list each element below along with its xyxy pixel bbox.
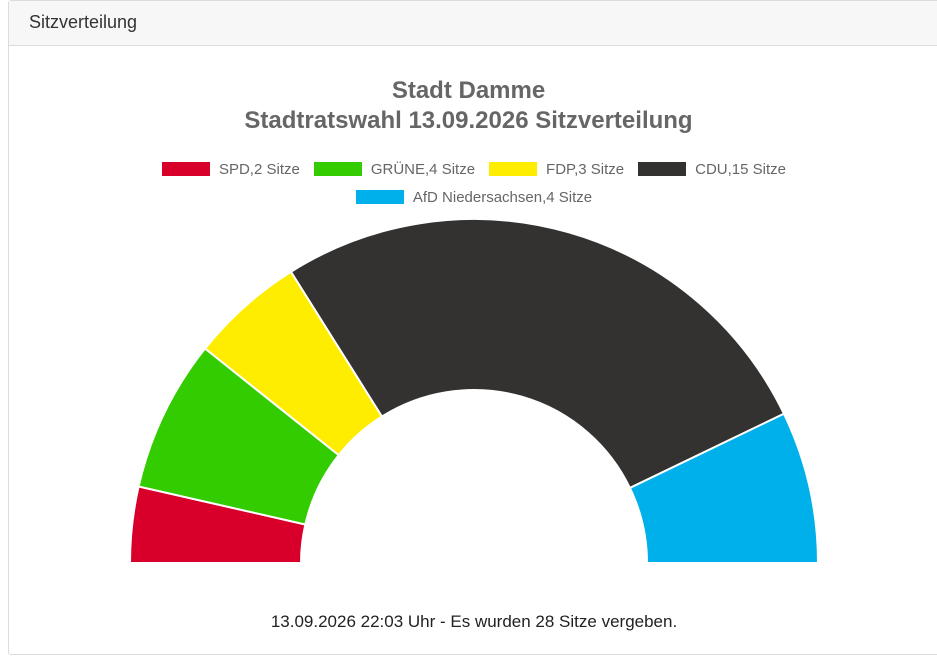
legend-item-fdp[interactable]: FDP,3 Sitze	[489, 159, 624, 179]
legend-label-gruene: GRÜNE,4 Sitze	[370, 160, 476, 178]
chart-slices	[128, 218, 820, 564]
legend-item-spd[interactable]: SPD,2 Sitze	[161, 159, 300, 179]
legend-label-spd: SPD,2 Sitze	[218, 160, 300, 178]
legend-item-afd[interactable]: AfD Niedersachsen,4 Sitze	[355, 187, 593, 207]
slice-cdu[interactable]	[289, 218, 786, 490]
legend-label-cdu: CDU,15 Sitze	[695, 160, 787, 178]
chart-title: Stadt Damme Stadtratswahl 13.09.2026 Sit…	[0, 76, 937, 136]
legend-label-afd: AfD Niedersachsen,4 Sitze	[412, 188, 593, 206]
panel-header: Sitzverteilung	[9, 1, 937, 46]
chart-legend: SPD,2 Sitze GRÜNE,4 Sitze FDP,3 Sitze CD…	[140, 159, 808, 207]
legend-label-fdp: FDP,3 Sitze	[546, 160, 625, 178]
seat-summary-text: 13.09.2026 22:03 Uhr - Es wurden 28 Sitz…	[270, 612, 678, 631]
chart-title-line-2: Stadtratswahl 13.09.2026 Sitzverteilung	[244, 107, 693, 134]
legend-swatch-cdu	[638, 162, 687, 176]
legend-swatch-spd	[161, 162, 210, 176]
slice-afd-niedersachsen[interactable]	[628, 412, 820, 564]
legend-item-cdu[interactable]: CDU,15 Sitze	[638, 159, 786, 179]
legend-swatch-gruene	[313, 162, 362, 176]
legend-swatch-fdp	[489, 162, 538, 176]
chart-title-line-1: Stadt Damme	[391, 77, 546, 104]
legend-item-gruene[interactable]: GRÜNE,4 Sitze	[313, 159, 476, 179]
legend-swatch-afd	[355, 190, 404, 204]
